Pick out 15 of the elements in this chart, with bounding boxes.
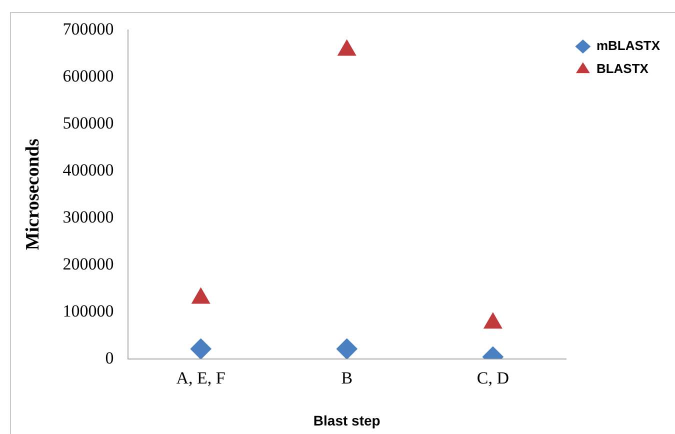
x-axis-title: Blast step bbox=[313, 412, 380, 428]
y-tick-label: 500000 bbox=[62, 113, 114, 132]
y-axis-title: Microseconds bbox=[22, 138, 44, 250]
y-tick-label: 300000 bbox=[62, 207, 114, 226]
y-tick-label: 100000 bbox=[62, 301, 114, 320]
legend-label: BLASTX bbox=[596, 61, 649, 76]
y-tick-label: 600000 bbox=[62, 66, 114, 86]
y-tick-label: 700000 bbox=[62, 19, 114, 38]
x-tick-label: C, D bbox=[476, 368, 509, 388]
y-tick-label: 400000 bbox=[62, 160, 114, 180]
legend-label: mBLASTX bbox=[596, 38, 660, 54]
y-tick-label: 200000 bbox=[62, 254, 114, 274]
x-tick-label: B bbox=[341, 368, 353, 388]
x-tick-label: A, E, F bbox=[176, 368, 226, 388]
y-tick-label: 0 bbox=[105, 348, 114, 368]
